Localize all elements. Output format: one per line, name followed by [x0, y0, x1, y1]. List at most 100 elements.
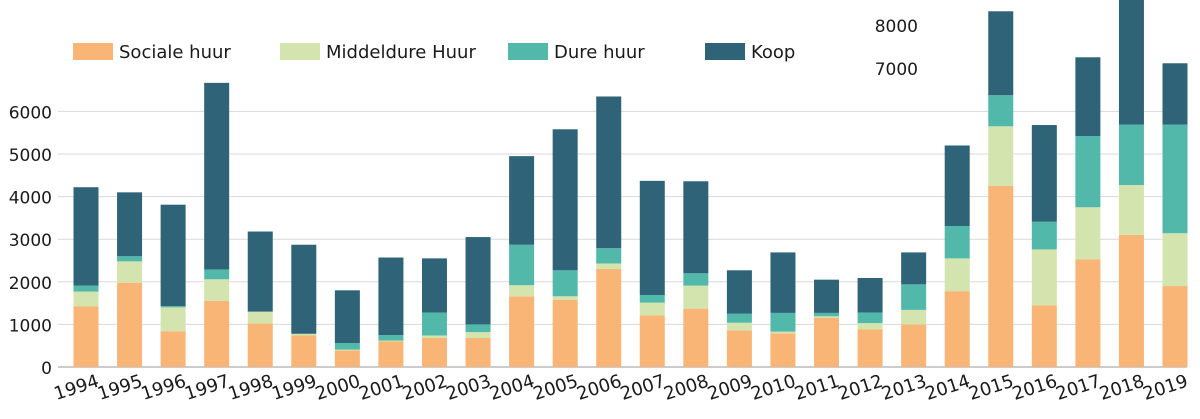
y-tick-label: 5000	[9, 146, 52, 166]
x-tick-label: 2007	[618, 371, 668, 405]
x-tick-label: 1994	[51, 371, 101, 405]
bar-segment-dure-huur	[988, 95, 1014, 127]
bar-stack-2014	[944, 145, 970, 367]
x-tick-label: 2003	[444, 371, 494, 405]
bar-segment-koop	[857, 277, 883, 313]
bar-segment-dure-huur	[901, 284, 927, 310]
bar-segment-middeldure-huur	[378, 340, 404, 342]
bar-segment-sociale-huur	[596, 269, 622, 367]
y-tick-label: 0	[41, 359, 52, 379]
bar-segment-middeldure-huur	[509, 285, 535, 297]
bar-segment-koop	[901, 252, 927, 285]
bar-stack-2019	[1162, 63, 1188, 367]
bar-stack-2002	[421, 258, 447, 367]
bar-segment-middeldure-huur	[639, 302, 665, 316]
bar-segment-dure-huur	[334, 343, 360, 350]
x-tick-label: 2006	[574, 371, 624, 405]
x-tick-label: 2009	[705, 371, 755, 405]
bar-stack-1996	[160, 204, 186, 367]
bar-segment-middeldure-huur	[683, 285, 709, 309]
bar-stack-2016	[1031, 125, 1057, 367]
bar-segment-middeldure-huur	[1118, 185, 1144, 235]
legend-item-koop: Koop	[705, 42, 795, 63]
bar-stack-1997	[204, 82, 230, 367]
bar-segment-middeldure-huur	[334, 349, 360, 351]
x-tick-label: 2018	[1097, 371, 1147, 405]
bar-segment-sociale-huur	[1118, 234, 1144, 367]
bar-segment-middeldure-huur	[247, 311, 273, 324]
bar-segment-middeldure-huur	[814, 316, 840, 319]
bar-segment-koop	[770, 252, 796, 313]
bar-segment-dure-huur	[73, 285, 99, 292]
x-tick-label: 1998	[226, 371, 276, 405]
bar-segment-sociale-huur	[1162, 286, 1188, 367]
bar-segment-sociale-huur	[247, 323, 273, 367]
bar-segment-dure-huur	[1031, 221, 1057, 250]
bar-segment-middeldure-huur	[1075, 207, 1101, 260]
bar-segment-middeldure-huur	[465, 332, 491, 339]
bar-segment-sociale-huur	[901, 324, 927, 367]
bar-segment-sociale-huur	[988, 185, 1014, 367]
bar-segment-middeldure-huur	[857, 323, 883, 330]
bar-stack-2010	[770, 252, 796, 367]
bar-segment-koop	[334, 290, 360, 344]
bar-segment-sociale-huur	[683, 308, 709, 367]
bar-stack-2003	[465, 237, 491, 367]
bar-segment-middeldure-huur	[117, 261, 143, 283]
legend-swatch	[280, 43, 320, 60]
bar-stack-2005	[552, 129, 578, 367]
bar-segment-sociale-huur	[552, 299, 578, 367]
bar-segment-dure-huur	[683, 273, 709, 286]
bar-segment-koop	[378, 257, 404, 336]
bar-segment-koop	[988, 11, 1014, 96]
bar-segment-dure-huur	[509, 244, 535, 286]
legend: Sociale huur Middeldure Huur Dure huur Koop	[73, 42, 795, 63]
bar-segment-middeldure-huur	[1031, 249, 1057, 306]
bar-segment-dure-huur	[596, 248, 622, 264]
bar-segment-sociale-huur	[378, 341, 404, 367]
bar-segment-dure-huur	[639, 295, 665, 303]
bar-segment-dure-huur	[770, 312, 796, 332]
bar-segment-sociale-huur	[465, 338, 491, 367]
bar-stack-1995	[117, 192, 143, 367]
x-tick-label: 2016	[1010, 371, 1060, 405]
x-tick-label: 2002	[400, 371, 450, 405]
bar-segment-koop	[726, 270, 752, 314]
x-tick-label: 2019	[1140, 371, 1190, 405]
bar-segment-dure-huur	[857, 312, 883, 324]
x-tick-label: 2000	[313, 371, 363, 405]
bar-segment-middeldure-huur	[421, 335, 447, 339]
bar-segment-dure-huur	[465, 324, 491, 333]
bar-stack-2011	[814, 279, 840, 367]
bar-segment-sociale-huur	[291, 335, 317, 367]
bar-segment-middeldure-huur	[1162, 233, 1188, 287]
legend-label: Dure huur	[554, 42, 645, 63]
bar-stack-2017	[1075, 57, 1101, 367]
x-tick-label: 2004	[487, 371, 537, 405]
legend-item-sociale-huur: Sociale huur	[73, 42, 231, 63]
bar-stack-2001	[378, 257, 404, 367]
x-tick-label: 1996	[139, 371, 189, 405]
bar-segment-dure-huur	[117, 256, 143, 262]
legend-swatch	[508, 43, 548, 60]
bar-segment-middeldure-huur	[988, 126, 1014, 186]
y-tick-label: 4000	[9, 189, 52, 209]
y-tick-label: 7000	[875, 60, 918, 80]
bar-segment-sociale-huur	[1075, 259, 1101, 367]
bar-stack-2004	[509, 156, 535, 367]
y-axis: 0 1000 2000 3000 4000 5000 6000 7000 8000	[9, 17, 918, 379]
y-tick-label: 3000	[9, 231, 52, 251]
x-tick-label: 2017	[1053, 371, 1103, 405]
x-tick-label: 1995	[95, 371, 145, 405]
bar-stack-2013	[901, 252, 927, 367]
legend-swatch	[705, 43, 745, 60]
bars	[73, 0, 1188, 367]
x-tick-label: 1997	[182, 371, 232, 405]
bar-segment-sociale-huur	[814, 318, 840, 367]
bar-segment-dure-huur	[814, 312, 840, 317]
bar-segment-koop	[421, 258, 447, 313]
bar-segment-dure-huur	[421, 312, 447, 336]
bar-stack-2015	[988, 11, 1014, 367]
bar-segment-middeldure-huur	[726, 322, 752, 331]
